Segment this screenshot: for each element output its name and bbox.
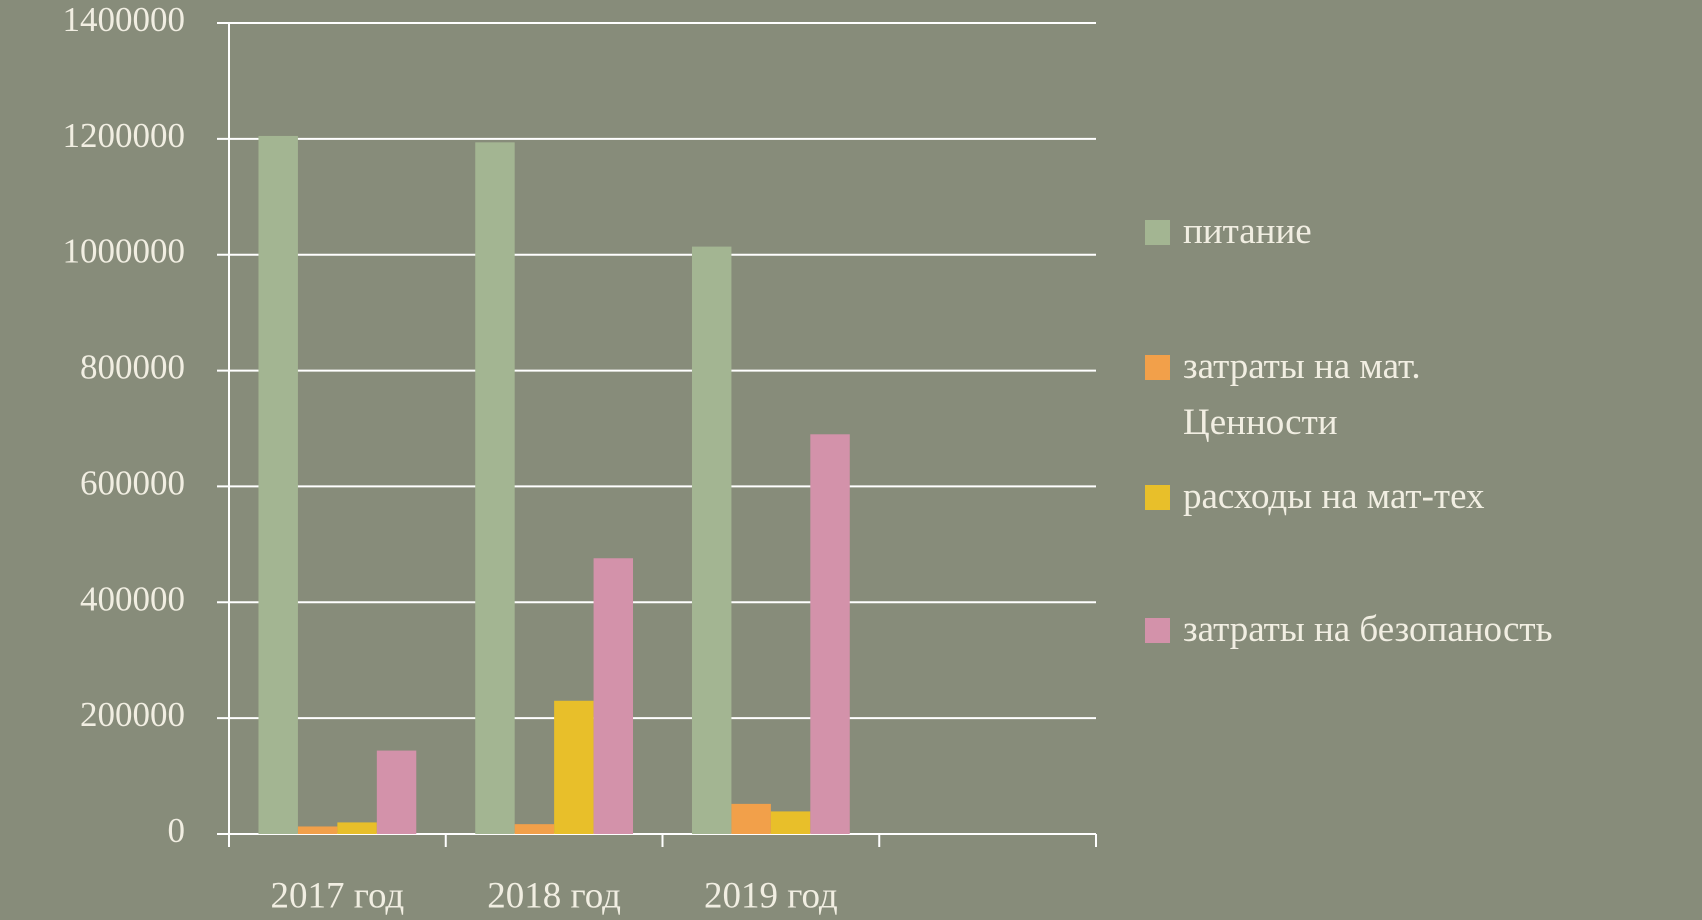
x-tick-label: 2018 год bbox=[487, 875, 621, 916]
legend-label: питание bbox=[1183, 211, 1312, 252]
legend-label: затраты на мат. Ценности bbox=[1183, 346, 1421, 443]
y-tick-label: 800000 bbox=[80, 348, 185, 387]
bar bbox=[691, 246, 732, 835]
bar bbox=[258, 135, 298, 835]
legend-swatch bbox=[1145, 355, 1170, 380]
y-tick-label: 0 bbox=[168, 811, 186, 850]
x-tick-label: 2019 год bbox=[704, 875, 838, 916]
y-tick-label: 200000 bbox=[80, 695, 185, 734]
y-tick-label: 1000000 bbox=[63, 232, 186, 271]
legend-label: затраты на безопаность bbox=[1183, 609, 1553, 650]
y-tick-label: 1200000 bbox=[63, 116, 186, 155]
x-tick-label: 2017 год bbox=[270, 875, 404, 916]
bar bbox=[731, 803, 771, 834]
legend-swatch bbox=[1145, 485, 1170, 510]
bar bbox=[514, 824, 555, 834]
y-tick-label: 600000 bbox=[80, 463, 185, 502]
bar bbox=[376, 750, 417, 834]
y-tick-label: 400000 bbox=[80, 579, 185, 618]
bar bbox=[297, 826, 338, 834]
bar bbox=[337, 822, 377, 834]
legend-swatch bbox=[1145, 220, 1170, 245]
bar bbox=[593, 558, 634, 834]
bar bbox=[770, 811, 811, 834]
y-tick-label: 1400000 bbox=[63, 0, 186, 39]
bar bbox=[810, 434, 850, 834]
bar bbox=[554, 700, 594, 834]
legend-swatch bbox=[1145, 618, 1170, 643]
bar bbox=[475, 142, 515, 834]
legend-label: расходы на мат-тех bbox=[1183, 476, 1485, 517]
